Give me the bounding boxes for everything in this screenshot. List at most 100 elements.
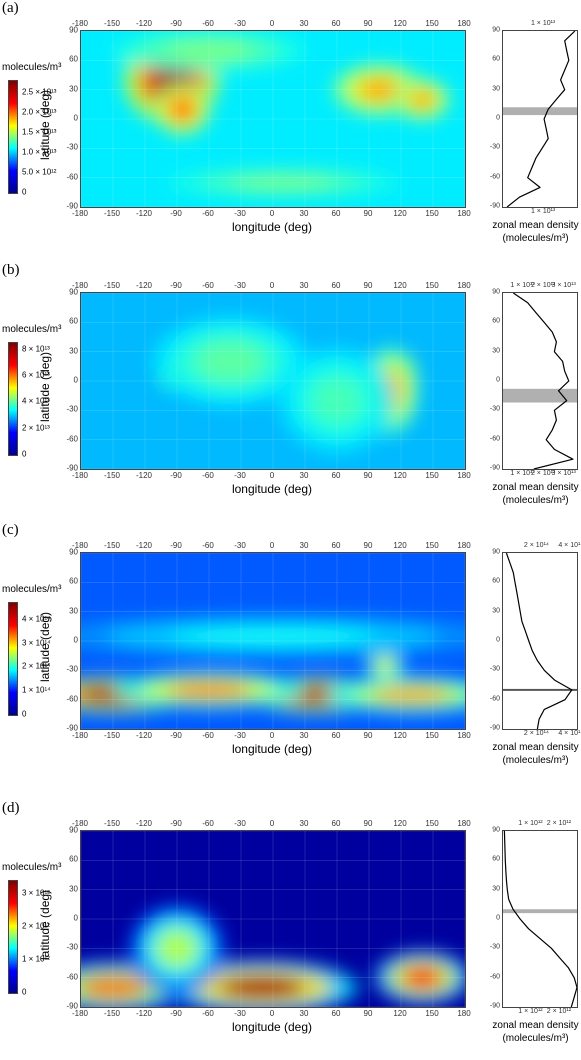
zonal-mean-line <box>503 830 578 1008</box>
x-tick-label-top: 30 <box>299 19 309 28</box>
x-tick-label: 90 <box>363 731 373 740</box>
x-tick-label-top: -150 <box>103 281 121 290</box>
zonal-y-tick-label: -60 <box>489 695 500 703</box>
colorbar-tick-label: 4 × 10¹³ <box>22 396 50 406</box>
hotspot-5 <box>166 41 252 60</box>
x-tick-label: 150 <box>425 209 439 218</box>
x-tick-label-top: 60 <box>331 19 341 28</box>
zonal-x-tick-bottom: 1 × 10¹³ <box>510 470 535 477</box>
y-tick-label: 60 <box>69 316 78 326</box>
x-tick-label-top: 60 <box>331 281 341 290</box>
zonal-y-tick-label: -30 <box>489 143 500 151</box>
zonal-x-tick-bottom: 1 × 10¹² <box>518 1008 543 1015</box>
x-tick-label-top: -150 <box>103 19 121 28</box>
x-tick-label: -90 <box>170 471 182 480</box>
colorbar-tick-label: 1 × 10¹⁴ <box>22 685 51 695</box>
x-tick-label-top: -180 <box>71 819 89 828</box>
x-tick-label-top: -30 <box>234 281 246 290</box>
x-tick-label: 90 <box>363 471 373 480</box>
colorbar <box>8 342 18 456</box>
y-tick-label: 90 <box>69 825 78 835</box>
zonal-x-tick-bottom: 3 × 10¹³ <box>551 470 576 477</box>
zonal-y-tick-label: 0 <box>496 914 500 922</box>
zonal-x-tick-bottom: 2 × 10¹³ <box>530 470 556 477</box>
hotspot-3 <box>155 928 199 968</box>
y-tick-label: -60 <box>66 694 78 704</box>
x-tick-label-top: 90 <box>363 19 373 28</box>
zonal-y-tick-label: 90 <box>492 826 500 834</box>
x-tick-label: 120 <box>393 471 407 480</box>
x-tick-label-top: 150 <box>425 281 439 290</box>
x-tick-label: -90 <box>170 209 182 218</box>
y-tick-label: 60 <box>69 54 78 64</box>
x-tick-label: 30 <box>299 731 309 740</box>
zonal-y-tick-label: 30 <box>492 85 500 93</box>
zonal-y-tick-label: -60 <box>489 435 500 443</box>
y-tick-label: -30 <box>66 942 78 952</box>
colorbar-tick-label: 2.5 × 10¹³ <box>22 87 57 97</box>
x-tick-label: -120 <box>135 731 153 740</box>
colorbar-title: molecules/m³ <box>2 584 62 595</box>
zonal-mean-plot <box>502 30 578 208</box>
zonal-x-tick-top: 2 × 10¹² <box>546 820 572 827</box>
zonal-y-tick-label: 30 <box>492 885 500 893</box>
x-tick-label: -60 <box>202 209 214 218</box>
x-tick-label-top: -120 <box>135 281 153 290</box>
panel-d: (d) -180 -180 -150 -150 -120 -120 -90 -90 -60 -60 -… <box>0 800 581 1058</box>
x-axis-label: longitude (deg) <box>231 220 313 234</box>
density-map <box>80 552 466 730</box>
zonal-mean-line <box>512 292 574 470</box>
x-axis-label: longitude (deg) <box>231 742 313 756</box>
x-tick-label: 90 <box>363 209 373 218</box>
x-tick-label: -90 <box>170 731 182 740</box>
x-tick-label-top: 0 <box>269 19 275 28</box>
hotspot-3 <box>196 341 265 381</box>
hotspot-2 <box>166 682 252 698</box>
colorbar-tick-label: 3 × 10¹² <box>22 888 50 898</box>
zonal-x-tick-top: 1 × 10¹² <box>518 820 543 827</box>
zonal-y-tick-label: 60 <box>492 317 500 325</box>
x-tick-label-top: -60 <box>202 281 214 290</box>
y-tick-label: 0 <box>73 375 78 385</box>
zonal-mean-svg <box>503 30 577 208</box>
x-axis-label: longitude (deg) <box>231 482 313 496</box>
zonal-y-tick-label: 60 <box>492 577 500 585</box>
panel-b: (b) -180 -180 -150 -150 -120 -120 -90 -90 -60 -60 -… <box>0 262 581 520</box>
hotspot-5 <box>170 626 376 646</box>
x-tick-label: 150 <box>425 731 439 740</box>
x-tick-label-top: -90 <box>170 19 182 28</box>
y-tick-label: 30 <box>69 606 78 616</box>
zonal-y-tick-label: 0 <box>496 114 500 122</box>
x-tick-label-top: -120 <box>135 541 153 550</box>
x-tick-label-top: -180 <box>71 281 89 290</box>
x-tick-label-top: 150 <box>425 19 439 28</box>
x-tick-label: 0 <box>269 1009 275 1018</box>
zonal-x-tick-top: 2 × 10¹⁴ <box>523 542 549 549</box>
y-tick-label: 90 <box>69 547 78 557</box>
y-tick-label: -30 <box>66 142 78 152</box>
colorbar-tick-label: 0 <box>22 709 27 719</box>
x-tick-label-top: 30 <box>299 281 309 290</box>
x-tick-label-top: -60 <box>202 819 214 828</box>
colorbar-tick-label: 0 <box>22 987 27 997</box>
zonal-mean-unit: (molecules/m³) <box>502 233 569 244</box>
colorbar-tick-label: 1.0 × 10¹³ <box>22 147 57 157</box>
zonal-y-tick-label: -90 <box>489 724 500 732</box>
x-tick-label: -120 <box>135 1009 153 1018</box>
zonal-mean-shaded-band <box>503 388 577 403</box>
x-tick-label: -180 <box>71 209 89 218</box>
panel-label: (c) <box>2 522 19 538</box>
heatmap-svg <box>81 553 465 729</box>
x-tick-label-top: 30 <box>299 541 309 550</box>
x-tick-label: -60 <box>202 1009 214 1018</box>
zonal-mean-shaded-band <box>503 107 577 116</box>
x-tick-label-top: 150 <box>425 819 439 828</box>
x-tick-label: -90 <box>170 1009 182 1018</box>
zonal-x-tick-bottom: 2 × 10¹² <box>546 1008 572 1015</box>
colorbar-tick-label: 2 × 10¹⁴ <box>22 661 51 671</box>
zonal-mean-label: zonal mean density <box>492 482 579 493</box>
x-tick-label-top: 120 <box>393 281 407 290</box>
zonal-y-tick-label: -90 <box>489 464 500 472</box>
x-tick-label: 180 <box>457 731 471 740</box>
x-tick-label: 60 <box>331 731 341 740</box>
